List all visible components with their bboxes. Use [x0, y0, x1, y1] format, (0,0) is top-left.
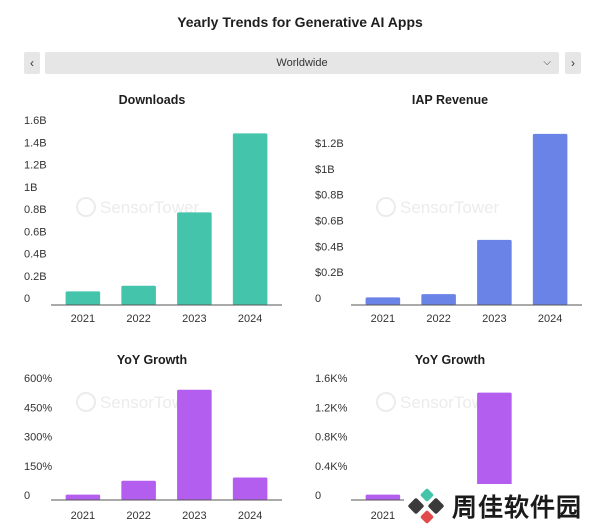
y-tick-label: 450%	[24, 402, 52, 414]
bar	[421, 294, 456, 305]
watermark-text: 周佳软件园	[452, 493, 583, 522]
x-tick-label: 2024	[238, 510, 262, 522]
chart-title: Downloads	[119, 93, 186, 107]
bar	[532, 133, 568, 305]
bar	[177, 389, 212, 500]
puzzle-logo-icon	[408, 488, 444, 524]
y-tick-label: 0.2B	[24, 271, 47, 283]
bar	[477, 239, 512, 305]
x-tick-label: 2022	[426, 313, 450, 325]
y-tick-label: 0	[24, 490, 30, 502]
y-tick-label: 1.4B	[24, 137, 47, 149]
bar	[65, 494, 101, 500]
y-tick-label: 0	[315, 490, 321, 502]
x-tick-label: 2021	[371, 313, 395, 325]
sensortower-watermark-icon	[376, 392, 396, 412]
y-tick-label: $0.6B	[315, 215, 344, 227]
y-tick-label: 300%	[24, 432, 52, 444]
bar	[232, 477, 268, 500]
y-tick-label: 600%	[24, 373, 52, 385]
y-tick-label: 0.6B	[24, 226, 47, 238]
x-tick-label: 2022	[126, 313, 150, 325]
y-tick-label: $0.8B	[315, 190, 344, 202]
y-tick-label: 1.6B	[24, 115, 47, 127]
y-tick-label: 1.2B	[24, 160, 47, 172]
region-dropdown[interactable]: Worldwide ⌵	[45, 52, 559, 74]
x-tick-label: 2021	[371, 510, 395, 522]
x-tick-label: 2023	[182, 313, 206, 325]
previous-button[interactable]: ‹	[24, 52, 40, 74]
bar	[65, 291, 101, 305]
region-dropdown-value: Worldwide	[276, 57, 328, 69]
chart-title: YoY Growth	[117, 353, 187, 367]
site-watermark: 周佳软件园	[404, 484, 598, 528]
y-tick-label: $1B	[315, 164, 335, 176]
chevron-right-icon: ›	[571, 56, 575, 70]
y-tick-label: 1B	[24, 182, 37, 194]
x-tick-label: 2023	[482, 313, 506, 325]
sensortower-watermark-icon	[376, 197, 396, 217]
chart-title: YoY Growth	[415, 353, 485, 367]
region-selector-row: ‹ Worldwide ⌵ ›	[24, 52, 582, 74]
bar	[232, 133, 268, 305]
y-tick-label: $0.4B	[315, 241, 344, 253]
y-tick-label: 0.4K%	[315, 461, 348, 473]
y-tick-label: 0	[315, 293, 321, 305]
page-title: Yearly Trends for Generative AI Apps	[177, 14, 423, 30]
bar	[177, 212, 212, 305]
downloads-chart: Downloads SensorTower 0 0.2B 0.4B 0.6B 0.8B 1B 1…	[24, 93, 282, 325]
y-tick-label: 150%	[24, 461, 52, 473]
sensortower-watermark-icon	[76, 392, 96, 412]
y-tick-label: $0.2B	[315, 267, 344, 279]
y-tick-label: 1.6K%	[315, 373, 348, 385]
x-tick-label: 2021	[71, 313, 95, 325]
x-tick-label: 2024	[238, 313, 262, 325]
x-tick-label: 2023	[182, 510, 206, 522]
iap-revenue-chart: IAP Revenue SensorTower 0 $0.2B $0.4B $0.6B $0…	[315, 93, 582, 325]
y-tick-label: $1.2B	[315, 138, 344, 150]
chevron-left-icon: ‹	[30, 56, 34, 70]
chart-watermark-text: SensorTower	[100, 393, 200, 412]
bar	[365, 297, 401, 305]
chevron-down-icon: ⌵	[543, 57, 551, 68]
y-tick-label: 0.8B	[24, 204, 47, 216]
yoy-downloads-chart: YoY Growth SensorTower 0 150% 300% 450% 600% 20…	[24, 353, 282, 522]
y-tick-label: 0.8K%	[315, 432, 348, 444]
y-tick-label: 1.2K%	[315, 402, 348, 414]
bar	[121, 480, 156, 500]
bar	[365, 494, 401, 500]
bar	[477, 392, 512, 500]
bar	[121, 285, 156, 305]
x-tick-label: 2021	[71, 510, 95, 522]
sensortower-watermark-icon	[76, 197, 96, 217]
x-tick-label: 2022	[126, 510, 150, 522]
y-tick-label: 0	[24, 293, 30, 305]
x-tick-label: 2024	[538, 313, 562, 325]
y-tick-label: 0.4B	[24, 249, 47, 261]
chart-watermark-text: SensorTower	[400, 198, 500, 217]
chart-watermark-text: SensorTower	[400, 393, 500, 412]
next-button[interactable]: ›	[565, 52, 581, 74]
chart-title: IAP Revenue	[412, 93, 488, 107]
chart-watermark-text: SensorTower	[100, 198, 200, 217]
